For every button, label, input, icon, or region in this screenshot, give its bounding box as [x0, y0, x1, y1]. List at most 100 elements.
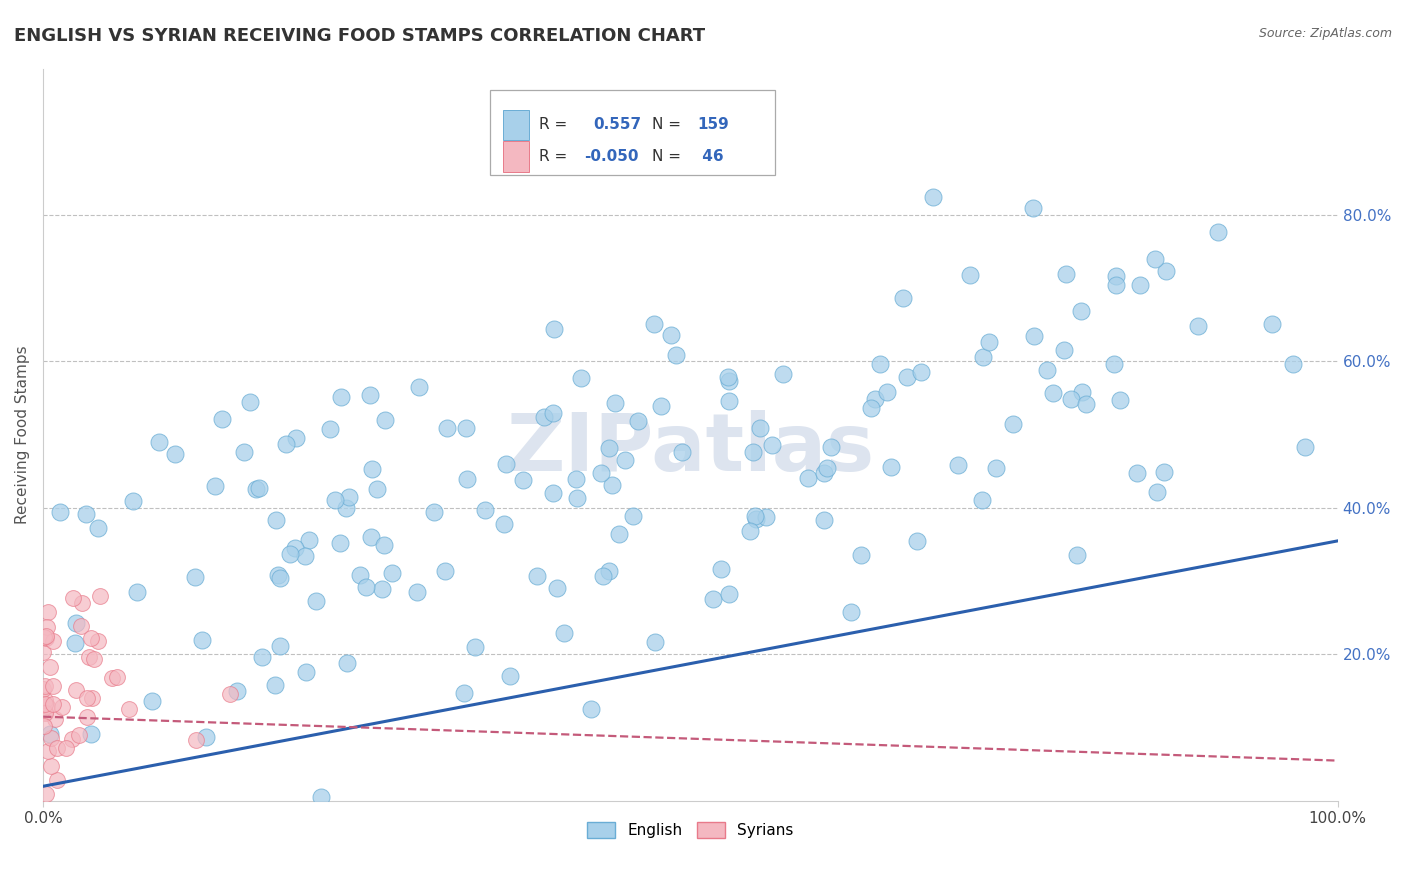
Point [1054, 268, 1077, 282]
Point [569, 371, 592, 385]
Point [183, 570, 205, 584]
Point [959, 268, 981, 282]
Point [35, 787, 58, 801]
Point [295, 665, 318, 679]
Point [745, 512, 768, 526]
Point [34, 679, 56, 693]
Point [1146, 485, 1168, 500]
Point [592, 569, 614, 583]
Point [876, 385, 898, 400]
Point [86, 634, 108, 648]
Point [360, 530, 382, 544]
Text: R =: R = [538, 149, 567, 164]
Point [117, 702, 139, 716]
Point [35, 619, 58, 633]
Point [278, 547, 301, 561]
Point [1206, 225, 1229, 239]
Point [83, 652, 105, 666]
Point [38, 659, 60, 673]
Point [65, 615, 87, 630]
Point [49, 505, 72, 519]
Point [813, 513, 835, 527]
Point [565, 472, 588, 486]
Point [381, 566, 404, 581]
Point [1154, 264, 1177, 278]
Point [329, 535, 352, 549]
Point [772, 367, 794, 381]
Text: ENGLISH VS SYRIAN RECEIVING FOOD STAMPS CORRELATION CHART: ENGLISH VS SYRIAN RECEIVING FOOD STAMPS … [14, 27, 706, 45]
Point [849, 548, 872, 562]
Point [309, 790, 332, 805]
Point [318, 422, 340, 436]
Point [541, 486, 564, 500]
Point [226, 684, 249, 698]
Point [710, 561, 733, 575]
Point [105, 669, 128, 683]
Point [797, 471, 820, 485]
Point [32, 645, 55, 659]
Point [761, 438, 783, 452]
Point [41, 731, 63, 746]
Point [738, 524, 761, 538]
Point [37, 605, 59, 619]
Point [494, 516, 516, 531]
Point [371, 582, 394, 596]
Point [972, 350, 994, 364]
Point [717, 370, 740, 384]
Point [671, 444, 693, 458]
Point [46, 773, 69, 788]
Point [512, 474, 534, 488]
Point [533, 409, 555, 424]
Point [644, 635, 666, 649]
Point [264, 513, 287, 527]
Point [1070, 384, 1092, 399]
Point [80, 632, 103, 646]
Point [77, 649, 100, 664]
Point [905, 533, 928, 548]
Text: N =: N = [651, 118, 681, 132]
Point [408, 379, 430, 393]
Point [42, 698, 65, 712]
Point [970, 492, 993, 507]
Point [233, 445, 256, 459]
Point [70, 618, 93, 632]
Text: R =: R = [538, 118, 572, 132]
Point [815, 461, 838, 475]
Text: N =: N = [651, 149, 681, 164]
Point [62, 591, 84, 606]
Point [891, 291, 914, 305]
Point [613, 452, 636, 467]
Point [80, 691, 103, 706]
Point [1022, 202, 1045, 216]
Point [602, 477, 624, 491]
Point [37, 699, 59, 714]
Point [72, 596, 94, 610]
Point [34, 692, 56, 706]
Point [839, 605, 862, 619]
Point [245, 483, 267, 497]
Point [274, 437, 297, 451]
Text: Source: ZipAtlas.com: Source: ZipAtlas.com [1258, 27, 1392, 40]
Point [148, 434, 170, 449]
Point [543, 322, 565, 336]
Point [1042, 385, 1064, 400]
Point [859, 401, 882, 416]
Point [717, 587, 740, 601]
Text: 0.557: 0.557 [593, 118, 641, 132]
Point [863, 392, 886, 407]
Point [264, 678, 287, 692]
Point [453, 686, 475, 700]
Text: ZIPatlas: ZIPatlas [506, 410, 875, 488]
Point [499, 668, 522, 682]
Point [38, 726, 60, 740]
Point [329, 390, 352, 404]
Point [702, 592, 724, 607]
FancyBboxPatch shape [489, 90, 775, 175]
Text: 159: 159 [697, 118, 728, 132]
Point [335, 656, 357, 670]
Point [360, 462, 382, 476]
Point [191, 633, 214, 648]
Point [1129, 277, 1152, 292]
Point [76, 690, 98, 705]
Point [211, 412, 233, 426]
